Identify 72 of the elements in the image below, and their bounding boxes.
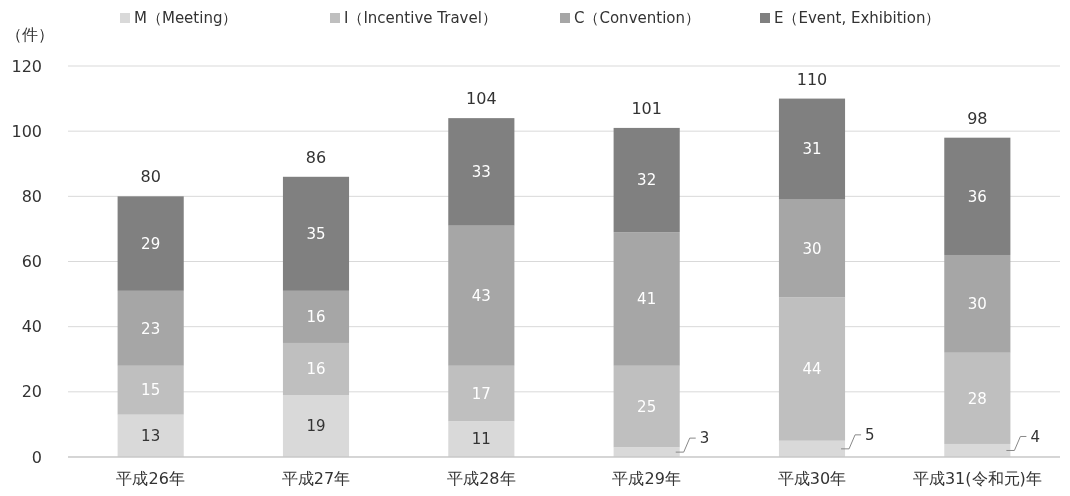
bar	[117, 365, 184, 415]
bar	[778, 199, 846, 298]
bar	[117, 414, 184, 457]
bar	[778, 297, 846, 441]
y-tick-label: 100	[11, 121, 42, 141]
legend-label: M（Meeting）	[134, 9, 238, 28]
bar	[282, 290, 350, 343]
data-label: 35	[306, 225, 326, 244]
bar	[282, 176, 350, 291]
total-label: 104	[466, 89, 497, 109]
bar	[613, 365, 680, 448]
y-tick-label: 0	[31, 447, 42, 467]
y-tick-label: 80	[21, 186, 42, 206]
bar	[613, 232, 680, 366]
data-label: 41	[637, 290, 657, 309]
data-label: 16	[306, 360, 326, 379]
data-label: 15	[141, 381, 161, 400]
total-label: 86	[305, 147, 327, 167]
legend-label: C（Convention）	[574, 9, 700, 28]
legend-label: E（Event, Exhibition）	[774, 9, 941, 28]
data-label: 13	[141, 427, 161, 446]
y-axis-title: （件）	[6, 25, 54, 44]
x-tick-label: 平成31(令和元)年	[912, 469, 1042, 488]
data-label: 5	[865, 426, 875, 445]
legend-label: I（Incentive Travel）	[344, 9, 497, 28]
bar	[944, 443, 1011, 457]
x-tick-label: 平成26年	[116, 469, 185, 488]
data-label: 30	[802, 239, 822, 258]
x-tick-label: 平成30年	[777, 469, 847, 488]
x-tick-label: 平成27年	[281, 469, 351, 488]
bar	[448, 118, 515, 226]
x-tick-label: 平成29年	[612, 469, 681, 488]
data-label: 33	[471, 163, 491, 182]
data-label: 28	[967, 389, 987, 408]
data-label: 32	[637, 171, 657, 190]
bar	[117, 196, 184, 291]
total-label: 101	[631, 98, 662, 118]
data-label: 31	[802, 140, 822, 159]
total-label: 80	[140, 167, 161, 187]
bar	[944, 137, 1011, 255]
data-label: 36	[967, 187, 987, 206]
data-label: 44	[802, 360, 822, 379]
bar	[613, 127, 680, 233]
bar	[448, 225, 515, 366]
bar	[778, 98, 846, 200]
bar	[282, 395, 350, 457]
data-label: 19	[306, 417, 326, 436]
y-tick-label: 20	[21, 382, 42, 402]
bar	[944, 254, 1011, 353]
bar	[448, 365, 515, 422]
total-label: 98	[967, 108, 988, 128]
data-label: 3	[699, 429, 710, 448]
y-tick-label: 120	[11, 56, 42, 76]
bar	[613, 447, 680, 457]
bar	[448, 421, 515, 457]
data-label: 11	[471, 430, 491, 449]
data-label: 25	[637, 397, 657, 416]
total-label: 110	[796, 69, 828, 89]
data-label: 23	[141, 319, 161, 338]
data-label: 30	[967, 295, 987, 314]
data-label: 43	[471, 286, 491, 305]
data-label: 29	[141, 234, 161, 253]
bar	[944, 352, 1011, 444]
bar	[282, 342, 350, 396]
y-tick-label: 60	[21, 252, 42, 272]
bar	[117, 290, 184, 366]
x-tick-label: 平成28年	[447, 469, 516, 488]
data-label: 4	[1030, 427, 1040, 446]
y-tick-label: 40	[21, 317, 42, 337]
data-label: 16	[306, 308, 326, 327]
bar	[778, 440, 846, 457]
data-label: 17	[471, 384, 491, 403]
